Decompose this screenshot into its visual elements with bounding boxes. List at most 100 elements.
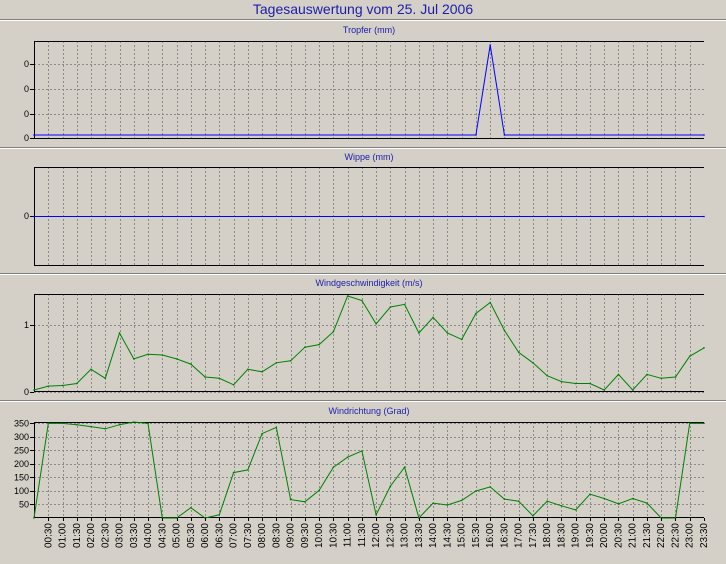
data-point: [574, 382, 577, 385]
x-tick-label: 16:30: [499, 523, 510, 548]
x-tick-label: 06:00: [200, 523, 211, 548]
panel-title: Windrichtung (Grad): [328, 406, 409, 416]
data-point: [489, 301, 491, 304]
data-point: [646, 373, 648, 376]
data-point: [61, 384, 64, 387]
y-tick-label: 250: [14, 445, 29, 455]
x-tick-label: 11:00: [343, 523, 354, 548]
x-tick-label: 15:00: [457, 523, 468, 548]
x-tick-label: 12:00: [371, 523, 382, 548]
x-tick-label: 19:30: [585, 523, 596, 548]
data-point: [318, 343, 320, 346]
data-point: [104, 427, 107, 430]
x-tick-label: 21:00: [628, 523, 639, 548]
x-tick-label: 22:00: [656, 523, 667, 548]
x-tick-label: 01:00: [58, 523, 69, 548]
data-point: [190, 363, 192, 365]
data-point: [33, 517, 35, 519]
x-tick-label: 23:30: [699, 523, 710, 548]
data-point: [674, 376, 677, 378]
data-point: [617, 373, 620, 376]
data-point: [33, 134, 35, 136]
y-tick-label: 0: [24, 109, 29, 119]
data-point: [304, 500, 306, 503]
data-point: [589, 382, 591, 385]
data-point: [232, 384, 235, 386]
x-tick-label: 05:30: [186, 523, 197, 548]
data-point: [403, 466, 406, 468]
data-point: [446, 504, 449, 506]
x-tick-label: 16:00: [485, 523, 496, 548]
data-point: [147, 422, 149, 425]
x-tick-label: 12:30: [385, 523, 396, 548]
data-point: [475, 312, 477, 315]
data-point: [332, 330, 335, 333]
x-tick-label: 17:00: [514, 523, 525, 548]
data-point: [261, 371, 263, 373]
x-tick-label: 18:30: [556, 523, 567, 548]
data-point: [418, 332, 420, 334]
x-tick-label: 11:30: [357, 523, 368, 548]
data-point: [517, 351, 520, 354]
data-point: [375, 513, 377, 516]
y-tick-label: 0: [24, 387, 29, 397]
data-point: [574, 509, 577, 511]
x-tick-label: 09:00: [286, 523, 297, 548]
series-line: [33, 421, 704, 519]
data-point: [631, 497, 634, 500]
series-line: [33, 295, 705, 391]
panel-title: Wippe (mm): [345, 152, 394, 162]
data-point: [332, 466, 335, 468]
data-point: [375, 323, 377, 325]
y-tick-label: 300: [14, 432, 29, 442]
data-point: [33, 215, 35, 218]
data-point: [261, 432, 263, 435]
data-point: [247, 469, 249, 471]
x-tick-label: 10:00: [314, 523, 325, 548]
data-point: [446, 332, 449, 334]
data-point: [703, 215, 705, 218]
data-point: [118, 423, 121, 426]
data-point: [603, 389, 606, 391]
x-tick-label: 01:30: [72, 523, 83, 548]
x-tick-label: 07:30: [243, 523, 254, 548]
y-tick-label: 0: [24, 133, 29, 143]
x-tick-label: 02:00: [86, 523, 97, 548]
data-point: [132, 358, 135, 360]
x-tick-label: 08:00: [257, 523, 268, 548]
x-tick-label: 14:30: [442, 523, 453, 548]
page-title: Tagesauswertung vom 25. Jul 2006: [252, 1, 474, 17]
data-point: [560, 505, 563, 507]
data-point: [47, 422, 50, 425]
data-point: [289, 498, 292, 501]
data-point: [503, 498, 506, 500]
data-point: [161, 354, 164, 356]
x-tick-label: 15:30: [471, 523, 482, 548]
x-tick-label: 13:30: [414, 523, 425, 548]
x-tick-label: 03:00: [115, 523, 126, 548]
data-point: [175, 517, 178, 519]
data-point: [190, 506, 192, 509]
x-tick-label: 04:00: [143, 523, 154, 548]
x-tick-label: 06:30: [214, 523, 225, 548]
data-point: [532, 361, 534, 364]
data-point: [660, 377, 663, 380]
data-point: [204, 376, 206, 378]
data-point: [218, 513, 221, 516]
y-tick-label: 0: [24, 59, 29, 69]
data-point: [703, 134, 705, 136]
data-point: [603, 497, 606, 500]
y-tick-label: 1: [24, 320, 29, 330]
data-point: [503, 134, 506, 136]
data-point: [646, 502, 648, 504]
data-point: [118, 332, 121, 334]
data-point: [703, 422, 705, 425]
data-point: [346, 295, 349, 297]
data-point: [460, 499, 463, 502]
x-tick-label: 14:00: [428, 523, 439, 548]
x-tick-label: 02:30: [100, 523, 111, 548]
data-point: [304, 346, 306, 349]
data-point: [460, 338, 463, 341]
data-point: [403, 303, 406, 306]
data-point: [489, 486, 491, 488]
